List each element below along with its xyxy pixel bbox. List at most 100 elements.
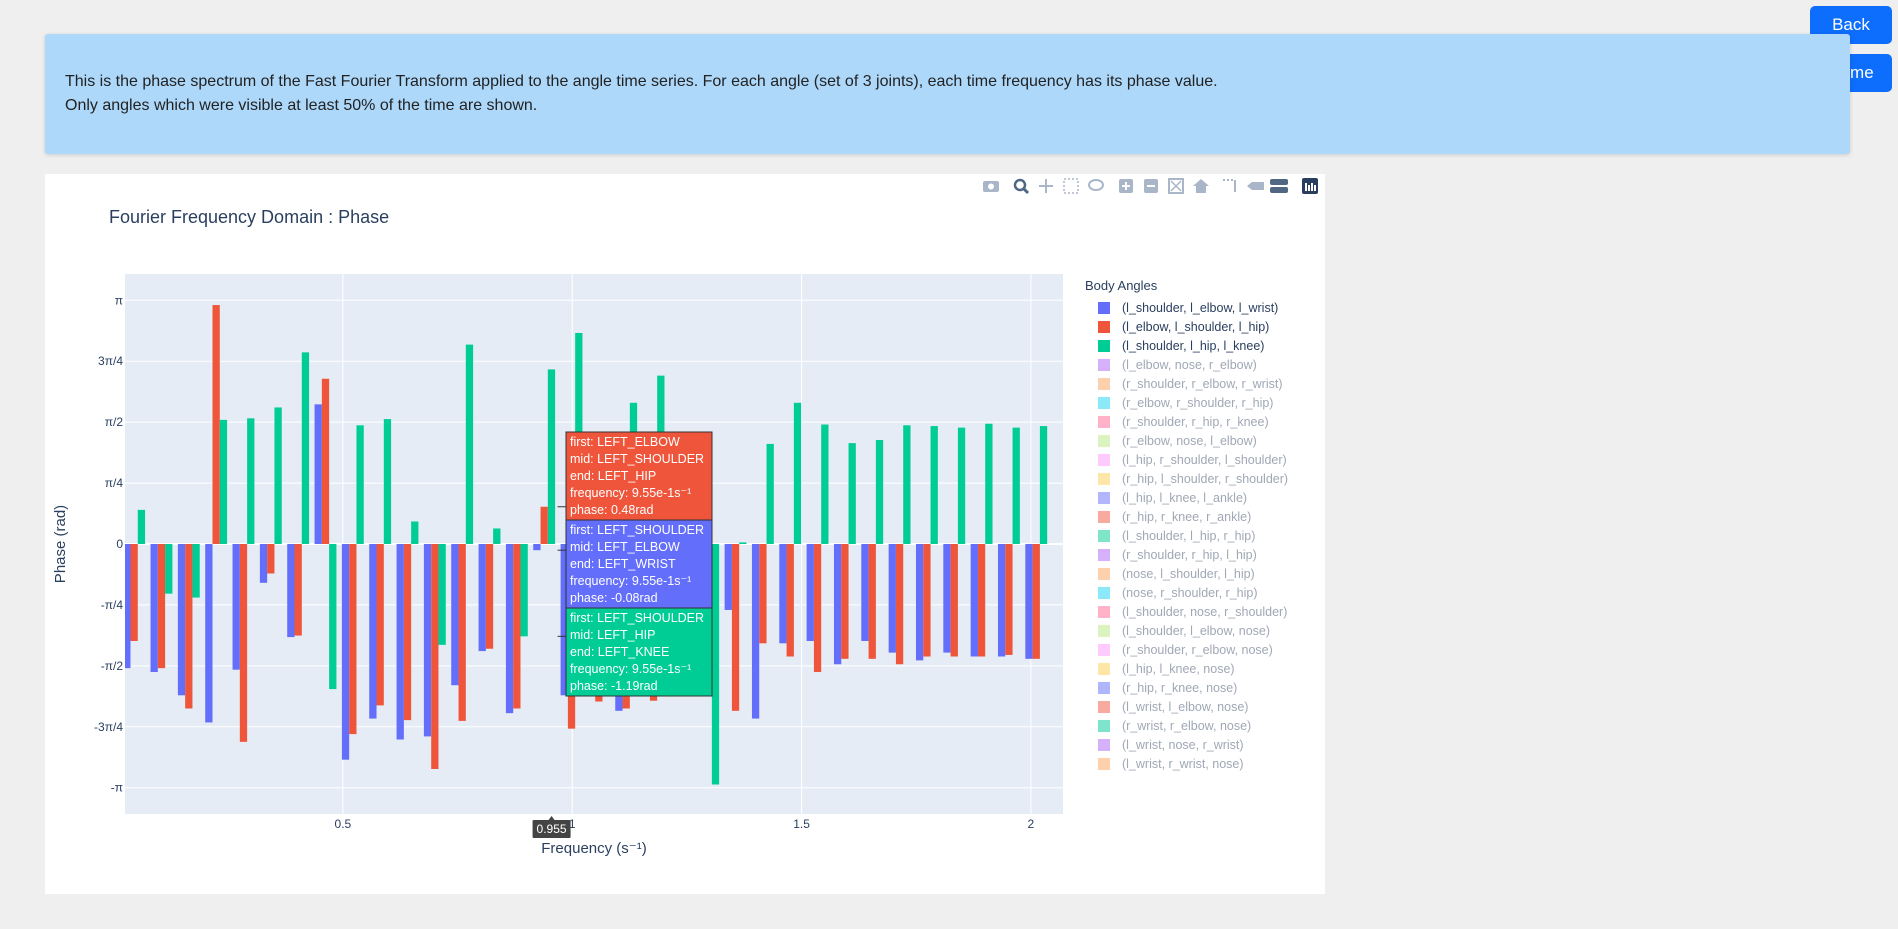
legend-swatch	[1098, 530, 1110, 542]
legend-item[interactable]: (l_hip, l_knee, l_ankle)	[1122, 491, 1247, 505]
hover-text: end: LEFT_WRIST	[570, 557, 676, 571]
bar	[739, 542, 747, 544]
plotly-logo-icon[interactable]	[1302, 178, 1318, 194]
y-axis-ticks: π 3π/4 π/2 π/4 0 -π/4 -π/2 -3π/4 -π	[94, 293, 123, 794]
bar	[493, 528, 501, 544]
legend-item[interactable]: (l_wrist, nose, r_wrist)	[1122, 738, 1244, 752]
camera-icon[interactable]	[983, 181, 999, 192]
bar	[895, 544, 904, 665]
bar	[177, 544, 186, 696]
legend-item[interactable]: (l_elbow, l_shoulder, l_hip)	[1122, 320, 1269, 334]
spike-lines-icon[interactable]	[1223, 179, 1236, 192]
x-axis-title: Frequency (s⁻¹)	[541, 840, 646, 857]
legend-item[interactable]: (r_shoulder, r_hip, l_hip)	[1122, 548, 1257, 562]
legend-item[interactable]: (l_hip, l_knee, nose)	[1122, 662, 1235, 676]
legend-swatch	[1098, 644, 1110, 656]
legend-item[interactable]: (r_hip, r_knee, r_ankle)	[1122, 510, 1251, 524]
hover-text: phase: -1.19rad	[570, 679, 658, 693]
legend-swatch	[1098, 511, 1110, 523]
legend-item[interactable]: (r_shoulder, r_elbow, r_wrist)	[1122, 377, 1282, 391]
legend-item[interactable]: (r_shoulder, r_hip, r_knee)	[1122, 415, 1269, 429]
bar	[478, 544, 486, 652]
info-line-2: Only angles which were visible at least …	[65, 97, 538, 114]
bar	[806, 544, 814, 641]
legend-swatch	[1098, 340, 1110, 352]
y-tick-label: 0	[116, 537, 123, 551]
bar	[451, 544, 459, 686]
x-hover-box	[532, 820, 571, 838]
hover-compare-icon[interactable]	[1270, 179, 1288, 193]
legend-swatch	[1098, 435, 1110, 447]
bar	[431, 544, 439, 769]
y-tick-label: -π/4	[101, 598, 124, 612]
bar	[1012, 427, 1020, 544]
legend-item[interactable]: (r_wrist, r_elbow, nose)	[1122, 719, 1251, 733]
bar	[821, 424, 829, 544]
bar	[239, 544, 248, 742]
bar	[766, 443, 774, 544]
legend-item[interactable]: (r_shoulder, r_elbow, nose)	[1122, 643, 1273, 657]
bar	[950, 544, 958, 657]
bar	[813, 544, 822, 673]
bar	[923, 544, 931, 657]
legend-swatch	[1098, 321, 1110, 333]
reset-axes-icon[interactable]	[1193, 179, 1209, 193]
bar	[868, 544, 876, 659]
hover-closest-icon[interactable]	[1247, 182, 1264, 190]
legend-item[interactable]: (nose, l_shoulder, l_hip)	[1122, 567, 1255, 581]
legend-item[interactable]: (l_elbow, nose, r_elbow)	[1122, 358, 1257, 372]
x-tick-label: 1.5	[793, 817, 810, 831]
legend-swatch	[1098, 454, 1110, 466]
legend-item[interactable]: (nose, r_shoulder, r_hip)	[1122, 586, 1258, 600]
hover-text: first: LEFT_SHOULDER	[570, 523, 704, 537]
legend-item[interactable]: (r_elbow, nose, l_elbow)	[1122, 434, 1257, 448]
zoom-icon[interactable]	[1013, 178, 1030, 195]
legend-item[interactable]: (r_elbow, r_shoulder, r_hip)	[1122, 396, 1273, 410]
legend-swatch	[1098, 397, 1110, 409]
bar	[232, 544, 240, 670]
bar	[833, 544, 842, 665]
legend: Body Angles (l_shoulder, l_elbow, l_wris…	[1085, 278, 1288, 771]
legend-item[interactable]: (l_wrist, r_wrist, nose)	[1122, 757, 1244, 771]
legend-item[interactable]: (l_hip, r_shoulder, l_shoulder)	[1122, 453, 1287, 467]
pan-icon[interactable]	[1039, 179, 1053, 193]
legend-swatch	[1098, 416, 1110, 428]
hover-text: phase: 0.48rad	[570, 503, 653, 517]
legend-item[interactable]: (l_shoulder, l_elbow, nose)	[1122, 624, 1270, 638]
bar	[301, 352, 310, 544]
bar	[977, 544, 986, 657]
bar	[185, 544, 193, 709]
bar	[520, 544, 528, 637]
bar	[1005, 544, 1013, 655]
bar	[1032, 544, 1040, 659]
hover-text: frequency: 9.55e-1s⁻¹	[570, 486, 691, 500]
bar	[376, 544, 384, 706]
box-select-icon[interactable]	[1063, 178, 1079, 194]
bar	[943, 544, 951, 653]
legend-item[interactable]: (r_hip, r_knee, nose)	[1122, 681, 1237, 695]
legend-swatch	[1098, 568, 1110, 580]
bar	[356, 425, 364, 544]
bar	[711, 544, 720, 785]
legend-swatch	[1098, 606, 1110, 618]
legend-swatch	[1098, 701, 1110, 713]
info-line-1: This is the phase spectrum of the Fast F…	[65, 73, 1218, 90]
bar	[505, 544, 514, 714]
legend-item[interactable]: (l_shoulder, l_elbow, l_wrist)	[1122, 301, 1278, 315]
legend-swatch	[1098, 625, 1110, 637]
legend-item[interactable]: (l_wrist, l_elbow, nose)	[1122, 700, 1248, 714]
bar	[985, 423, 993, 544]
bar	[848, 443, 856, 544]
legend-item[interactable]: (l_shoulder, l_hip, r_hip)	[1122, 529, 1255, 543]
legend-item[interactable]: (r_hip, l_shoulder, r_shoulder)	[1122, 472, 1288, 486]
autoscale-icon[interactable]	[1168, 178, 1184, 194]
legend-item[interactable]: (l_shoulder, l_hip, l_knee)	[1122, 339, 1264, 353]
bar	[438, 544, 446, 645]
bar	[875, 440, 884, 544]
hover-text: phase: -0.08rad	[570, 591, 658, 605]
legend-item[interactable]: (l_shoulder, nose, r_shoulder)	[1122, 605, 1287, 619]
lasso-select-icon[interactable]	[1088, 179, 1104, 191]
x-tick-label: 0.5	[335, 817, 352, 831]
zoom-in-icon[interactable]	[1119, 179, 1133, 193]
zoom-out-icon[interactable]	[1144, 179, 1158, 193]
